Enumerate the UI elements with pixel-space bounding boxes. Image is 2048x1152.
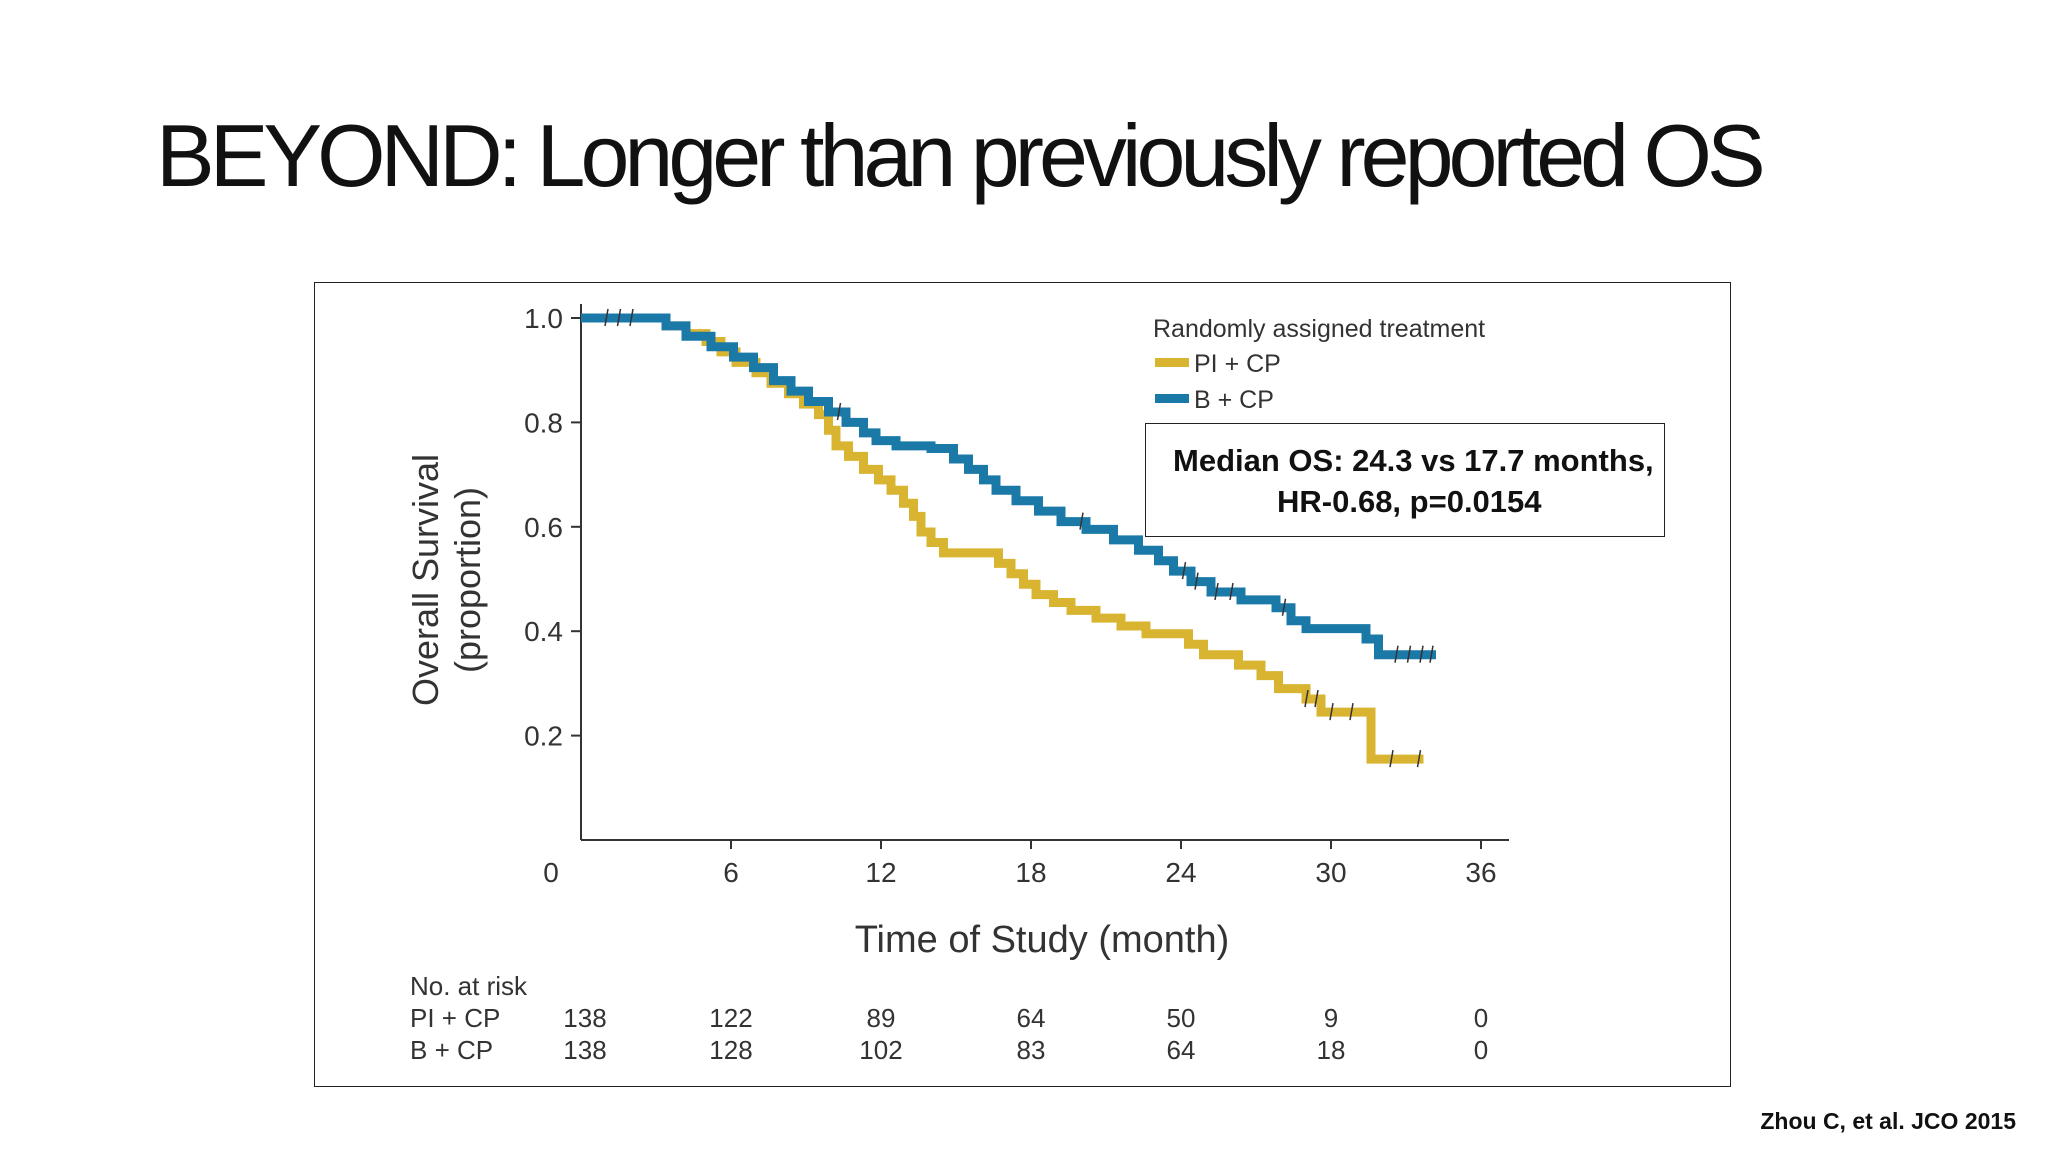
censor-mark (836, 402, 842, 421)
censor-mark (1406, 645, 1412, 663)
legend-swatch (1155, 358, 1189, 367)
censor-mark (1281, 598, 1287, 616)
risk-cell: 64 (1167, 1035, 1196, 1065)
risk-cell: 9 (1324, 1003, 1338, 1033)
censor-mark (1349, 702, 1354, 721)
censor-mark (1389, 749, 1394, 768)
y-axis-title: Overall Survival(proportion) (405, 454, 488, 706)
risk-cell: 18 (1317, 1035, 1346, 1065)
censor-mark (604, 308, 609, 327)
x-tick-label: 18 (1015, 857, 1046, 888)
risk-cell: 128 (709, 1035, 752, 1065)
axes-layer: 0 6 12 18 24 30 36 0.2 0.4 0.6 0.8 1.0 Time of Study… (405, 303, 1509, 961)
censor-mark (1394, 645, 1399, 663)
risk-cell: 50 (1167, 1003, 1196, 1033)
y-axis-title-line: (proportion) (447, 487, 488, 673)
censor-mark (1314, 689, 1319, 708)
risk-cell: 0 (1474, 1035, 1488, 1065)
km-curve-b-cp (581, 313, 1436, 660)
risk-cell: 83 (1017, 1035, 1046, 1065)
y-axis-title-line: Overall Survival (405, 454, 446, 706)
x-tick-label: 0 (543, 857, 559, 888)
censor-mark (1229, 582, 1234, 601)
citation: Zhou C, et al. JCO 2015 (1760, 1108, 2016, 1134)
censor-mark (1419, 645, 1424, 663)
y-tick-label: 0.8 (524, 407, 563, 438)
y-tick-label: 1.0 (524, 303, 563, 334)
curves-layer (581, 308, 1436, 768)
km-curve-pi-cp (581, 313, 1424, 764)
censor-mark (629, 308, 634, 327)
censor-mark (1181, 562, 1187, 580)
y-tick-label: 0.4 (524, 616, 563, 647)
x-tick-label: 6 (723, 857, 739, 888)
censor-mark (1214, 582, 1219, 601)
legend-label: PI + CP (1194, 350, 1281, 378)
censor-mark (1329, 702, 1334, 721)
censor-mark (1429, 645, 1434, 663)
median-os-text: Median OS: 24.3 vs 17.7 months, HR-0.68,… (1173, 443, 1654, 519)
risk-cell: 138 (563, 1035, 606, 1065)
slide-title: BEYOND: Longer than previously reported … (156, 106, 1766, 205)
x-tick-label: 24 (1165, 857, 1196, 888)
risk-row-name: B + CP (410, 1035, 493, 1065)
y-tick-label: 0.2 (524, 721, 563, 752)
figure-frame (314, 282, 1731, 1087)
x-axis-title: Time of Study (month) (855, 919, 1230, 961)
risk-cell: 138 (563, 1003, 606, 1033)
risk-cell: 64 (1017, 1003, 1046, 1033)
risk-cell: 122 (709, 1003, 752, 1033)
risk-cell: 89 (867, 1003, 896, 1033)
legend-label: B + CP (1194, 386, 1274, 414)
legend-layer: Randomly assigned treatment PI + CP B + CP (1153, 315, 1485, 414)
censor-mark (1079, 512, 1084, 530)
censor-mark (1194, 572, 1199, 590)
censor-mark (1304, 689, 1309, 708)
risk-table-title: No. at risk (410, 971, 528, 1001)
x-tick-label: 12 (865, 857, 896, 888)
y-tick-label: 0.6 (524, 512, 563, 543)
censor-mark (1416, 749, 1422, 768)
risk-row-name: PI + CP (410, 1003, 500, 1033)
x-tick-label: 30 (1315, 857, 1346, 888)
risk-cell: 0 (1474, 1003, 1488, 1033)
risk-cell: 102 (859, 1035, 902, 1065)
legend-swatch (1155, 394, 1189, 403)
x-tick-label: 36 (1465, 857, 1496, 888)
legend-title: Randomly assigned treatment (1153, 315, 1485, 343)
median-os-box (1145, 423, 1665, 537)
censor-mark (616, 308, 622, 327)
